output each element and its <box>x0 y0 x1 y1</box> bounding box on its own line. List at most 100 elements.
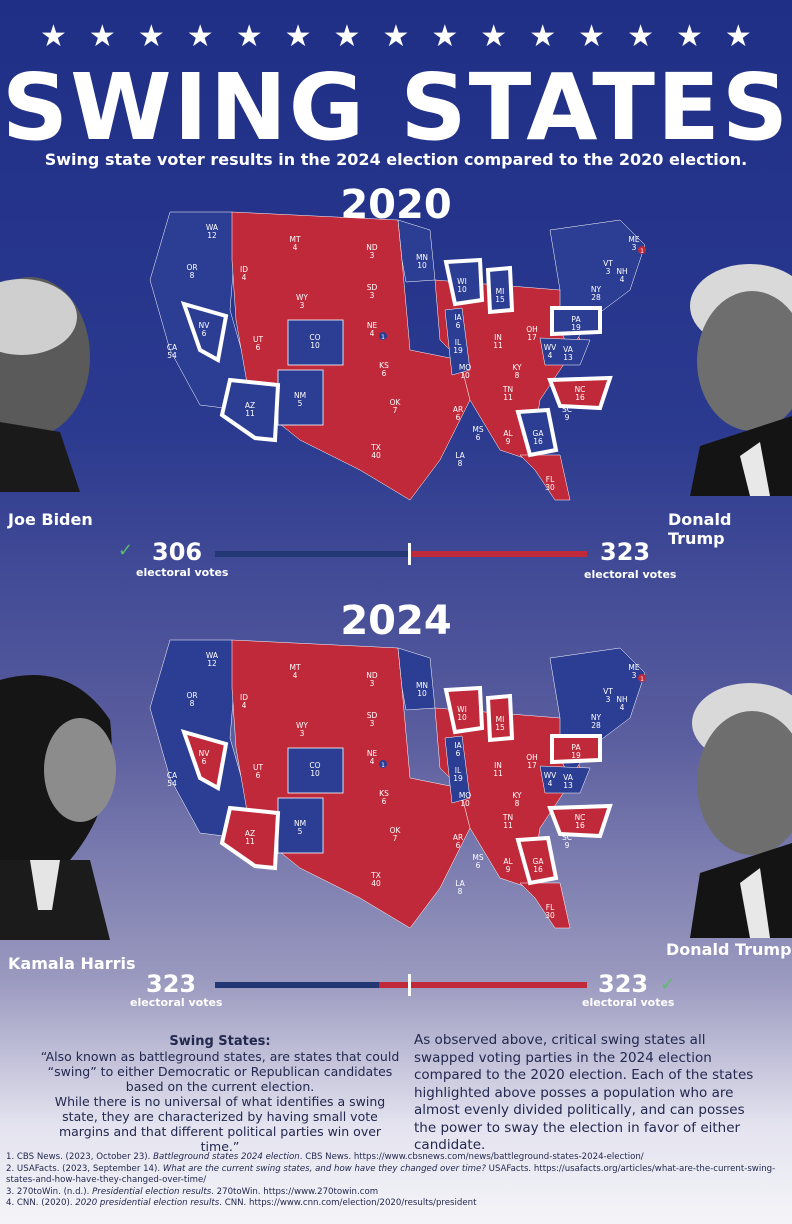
state-label-mt: MT <box>289 235 300 244</box>
state-votes-va: 13 <box>563 353 573 362</box>
star-icon: ★ <box>578 19 606 54</box>
dem-electoral-label-2024: electoral votes <box>130 996 223 1009</box>
state-votes-ne: 4 <box>370 757 375 766</box>
state-votes-az: 11 <box>245 837 255 846</box>
state-votes-mn: 10 <box>417 689 427 698</box>
state-label-nm: NM <box>294 819 306 828</box>
star-icon: ★ <box>235 19 263 54</box>
references-list: 1. CBS News. (2023, October 23). Battleg… <box>6 1152 786 1210</box>
state-votes-nc: 16 <box>575 393 585 402</box>
state-label-oh: OH <box>526 325 538 334</box>
state-label-ne: NE <box>367 749 378 758</box>
state-votes-in: 11 <box>493 341 503 350</box>
observation-text: As observed above, critical swing states… <box>414 1032 754 1153</box>
rep-electoral-votes-2024: 323 <box>598 970 649 998</box>
me-split-label: 1 <box>640 248 644 255</box>
state-label-al: AL <box>503 857 513 866</box>
state-label-me: ME <box>628 663 639 672</box>
state-votes-ga: 16 <box>533 865 543 874</box>
state-label-me: ME <box>628 235 639 244</box>
state-votes-pa: 19 <box>571 323 581 332</box>
state-label-ny: NY <box>591 285 602 294</box>
vote-bar-2020 <box>215 543 587 565</box>
ne-split-label: 1 <box>381 334 385 341</box>
state-label-sd: SD <box>367 711 378 720</box>
state-votes-nm: 5 <box>298 399 303 408</box>
state-label-ky: KY <box>512 363 522 372</box>
state-votes-tn: 11 <box>503 821 513 830</box>
state-label-va: VA <box>563 773 574 782</box>
state-label-or: OR <box>186 263 197 272</box>
me-split-marker <box>638 674 646 682</box>
state-votes-oh: 17 <box>527 333 537 342</box>
page-subtitle: Swing state voter results in the 2024 el… <box>44 150 748 169</box>
state-votes-id: 4 <box>242 273 247 282</box>
state-label-az: AZ <box>245 401 255 410</box>
state-votes-al: 9 <box>506 437 511 446</box>
map-body <box>149 639 646 929</box>
state-label-ne: NE <box>367 321 378 330</box>
state-label-ar: AR <box>453 833 463 842</box>
ne-split-marker <box>379 332 387 340</box>
definition-body-2: While there is no universal of what iden… <box>54 1094 386 1154</box>
state-votes-co: 10 <box>310 769 320 778</box>
state-label-mi: MI <box>496 287 505 296</box>
vote-bar-rep-2024 <box>379 982 587 988</box>
state-label-wy: WY <box>296 721 308 730</box>
state-label-co: CO <box>309 333 320 342</box>
candidate-portrait-trump-2024 <box>690 683 792 938</box>
state-label-sc: SC <box>562 833 572 842</box>
state-votes-or: 8 <box>190 699 195 708</box>
state-label-nc: NC <box>575 385 586 394</box>
state-label-fl: FL <box>546 903 555 912</box>
state-votes-tx: 40 <box>371 451 381 460</box>
vote-bar-midline <box>408 974 411 996</box>
state-label-sd: SD <box>367 283 378 292</box>
state-votes-az: 11 <box>245 409 255 418</box>
state-label-mn: MN <box>416 681 428 690</box>
state-label-ca: CA <box>167 771 178 780</box>
state-label-ar: AR <box>453 405 463 414</box>
state-votes-ga: 16 <box>533 437 543 446</box>
state-label-mo: MO <box>459 791 471 800</box>
state-label-pa: PA <box>571 315 581 324</box>
state-label-vt: VT <box>603 687 613 696</box>
state-label-in: IN <box>494 333 502 342</box>
state-votes-nd: 3 <box>370 679 375 688</box>
definition-body-1: “Also known as battleground states, are … <box>40 1049 400 1094</box>
state-votes-wv: 4 <box>548 351 553 360</box>
state-votes-fl: 30 <box>545 911 555 920</box>
state-votes-wi: 10 <box>457 285 467 294</box>
state-votes-mn: 10 <box>417 261 427 270</box>
state-votes-la: 8 <box>458 459 463 468</box>
candidate-name-right-2024: Donald Trump <box>666 940 792 959</box>
star-icon: ★ <box>88 19 116 54</box>
state-label-la: LA <box>455 451 465 460</box>
state-votes-wy: 3 <box>300 729 305 738</box>
state-votes-va: 13 <box>563 781 573 790</box>
state-votes-ny: 28 <box>591 293 601 302</box>
state-votes-al: 9 <box>506 865 511 874</box>
stars-row: ★ ★ ★ ★ ★ ★ ★ ★ ★ ★ ★ ★ ★ ★ ★ <box>40 22 752 52</box>
state-votes-il: 19 <box>453 774 463 783</box>
state-label-ks: KS <box>379 789 389 798</box>
state-votes-co: 10 <box>310 341 320 350</box>
state-label-ca: CA <box>167 343 178 352</box>
vote-bar-dem-2020 <box>215 551 408 557</box>
state-label-sc: SC <box>562 405 572 414</box>
state-label-wa: WA <box>206 651 219 660</box>
state-votes-ar: 6 <box>456 413 461 422</box>
state-votes-nv: 6 <box>202 757 207 766</box>
state-votes-nd: 3 <box>370 251 375 260</box>
year-heading-2024: 2024 <box>340 598 452 644</box>
star-icon: ★ <box>431 19 459 54</box>
state-votes-or: 8 <box>190 271 195 280</box>
candidate-name-left-2024: Kamala Harris <box>8 954 136 973</box>
state-votes-mt: 4 <box>293 671 298 680</box>
state-label-tn: TN <box>502 385 513 394</box>
state-label-mn: MN <box>416 253 428 262</box>
candidate-portrait-trump-2020 <box>690 264 792 496</box>
state-votes-mt: 4 <box>293 243 298 252</box>
state-label-nc: NC <box>575 813 586 822</box>
state-label-ga: GA <box>533 429 545 438</box>
